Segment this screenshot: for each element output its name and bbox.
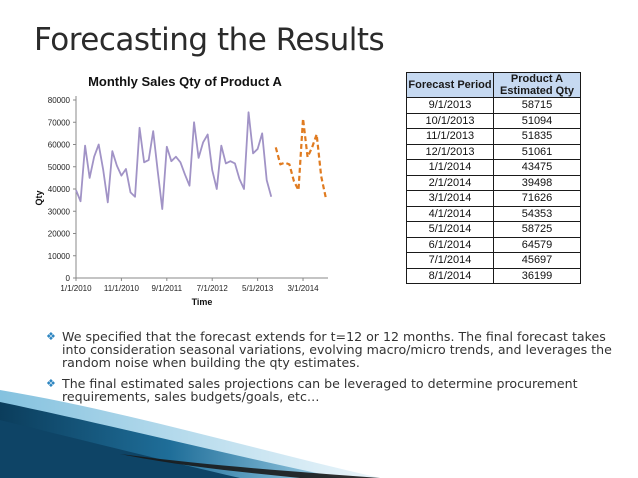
y-axis-label: Qty <box>34 190 44 205</box>
forecast-period-cell: 7/1/2014 <box>406 252 494 269</box>
forecast-period-cell: 10/1/2013 <box>406 112 494 129</box>
forecast-period-cell: 2/1/2014 <box>406 174 494 191</box>
series-group <box>75 111 327 210</box>
x-tick-label: 3/1/2014 <box>287 284 319 293</box>
forecast-period-cell: 12/1/2013 <box>406 143 494 160</box>
forecast-period-cell: 8/1/2014 <box>406 267 494 284</box>
x-axis-label: Time <box>192 297 213 307</box>
estimated-qty-cell: 43475 <box>493 159 581 176</box>
y-axis: 0 10000 20000 30000 40000 50000 60000 70000 8000… <box>48 96 77 283</box>
table-header-row: Forecast Period Product A Estimated Qty <box>406 72 581 98</box>
y-tick-label: 10000 <box>48 252 71 261</box>
y-tick-label: 70000 <box>48 118 71 127</box>
forecast-period-cell: 5/1/2014 <box>406 221 494 238</box>
table-row: 11/1/2013 51835 <box>406 128 581 145</box>
x-tick-label: 9/1/2011 <box>152 284 183 293</box>
forecast-period-cell: 11/1/2013 <box>406 128 494 145</box>
y-tick-label: 50000 <box>48 163 71 172</box>
forecast-series-line <box>274 117 327 198</box>
estimated-qty-cell: 36199 <box>493 267 581 284</box>
estimated-qty-cell: 45697 <box>493 252 581 269</box>
y-tick-label: 60000 <box>48 141 71 150</box>
table-row: 2/1/2014 39498 <box>406 174 581 191</box>
x-tick-label: 11/1/2010 <box>104 284 140 293</box>
estimated-qty-cell: 58725 <box>493 221 581 238</box>
diamond-bullet-icon: ❖ <box>46 377 56 390</box>
forecast-period-cell: 9/1/2013 <box>406 97 494 114</box>
estimated-qty-cell: 54353 <box>493 205 581 222</box>
slide-title: Forecasting the Results <box>34 22 385 58</box>
table-row: 12/1/2013 51061 <box>406 143 581 160</box>
estimated-qty-cell: 51835 <box>493 128 581 145</box>
header-forecast-period: Forecast Period <box>406 72 494 98</box>
historical-series-line <box>75 111 273 210</box>
decorative-swoosh <box>0 390 380 478</box>
chart-title: Monthly Sales Qty of Product A <box>88 74 282 89</box>
table-row: 7/1/2014 45697 <box>406 252 581 269</box>
table-row: 10/1/2013 51094 <box>406 112 581 129</box>
table-body: 9/1/2013 58715 10/1/2013 51094 11/1/2013 5183… <box>406 97 581 284</box>
bullet-item: ❖ We specified that the forecast extends… <box>44 330 619 369</box>
bullet-text: We specified that the forecast extends f… <box>62 329 612 370</box>
estimated-qty-cell: 64579 <box>493 236 581 253</box>
estimated-qty-cell: 71626 <box>493 190 581 207</box>
diamond-bullet-icon: ❖ <box>46 330 56 343</box>
table-row: 5/1/2014 58725 <box>406 221 581 238</box>
forecast-table: Forecast Period Product A Estimated Qty … <box>406 72 581 284</box>
bullet-text: The final estimated sales projections ca… <box>62 376 578 404</box>
y-tick-label: 0 <box>66 274 71 283</box>
forecast-period-cell: 1/1/2014 <box>406 159 494 176</box>
x-tick-label: 5/1/2013 <box>242 284 274 293</box>
x-tick-label: 1/1/2010 <box>60 284 92 293</box>
header-qty-line1: Product A <box>510 73 564 85</box>
header-estimated-qty: Product A Estimated Qty <box>493 72 581 98</box>
sales-chart: Monthly Sales Qty of Product A 0 10000 200… <box>34 74 328 307</box>
estimated-qty-cell: 51094 <box>493 112 581 129</box>
x-axis: 1/1/2010 11/1/2010 9/1/2011 7/1/2012 5/1/201… <box>60 277 328 293</box>
bullet-list: ❖ We specified that the forecast extends… <box>44 330 619 411</box>
estimated-qty-cell: 39498 <box>493 174 581 191</box>
bullet-item: ❖ The final estimated sales projections … <box>44 377 619 403</box>
x-tick-label: 7/1/2012 <box>197 284 229 293</box>
table-row: 8/1/2014 36199 <box>406 267 581 284</box>
table-row: 4/1/2014 54353 <box>406 205 581 222</box>
estimated-qty-cell: 51061 <box>493 143 581 160</box>
header-qty-line2: Estimated Qty <box>500 85 574 97</box>
forecast-period-cell: 6/1/2014 <box>406 236 494 253</box>
estimated-qty-cell: 58715 <box>493 97 581 114</box>
y-tick-label: 40000 <box>48 185 71 194</box>
y-tick-label: 30000 <box>48 207 71 216</box>
table-row: 3/1/2014 71626 <box>406 190 581 207</box>
table-row: 1/1/2014 43475 <box>406 159 581 176</box>
table-row: 6/1/2014 64579 <box>406 236 581 253</box>
table-row: 9/1/2013 58715 <box>406 97 581 114</box>
y-tick-label: 80000 <box>48 96 71 105</box>
forecast-period-cell: 4/1/2014 <box>406 205 494 222</box>
forecast-period-cell: 3/1/2014 <box>406 190 494 207</box>
y-tick-label: 20000 <box>48 230 71 239</box>
